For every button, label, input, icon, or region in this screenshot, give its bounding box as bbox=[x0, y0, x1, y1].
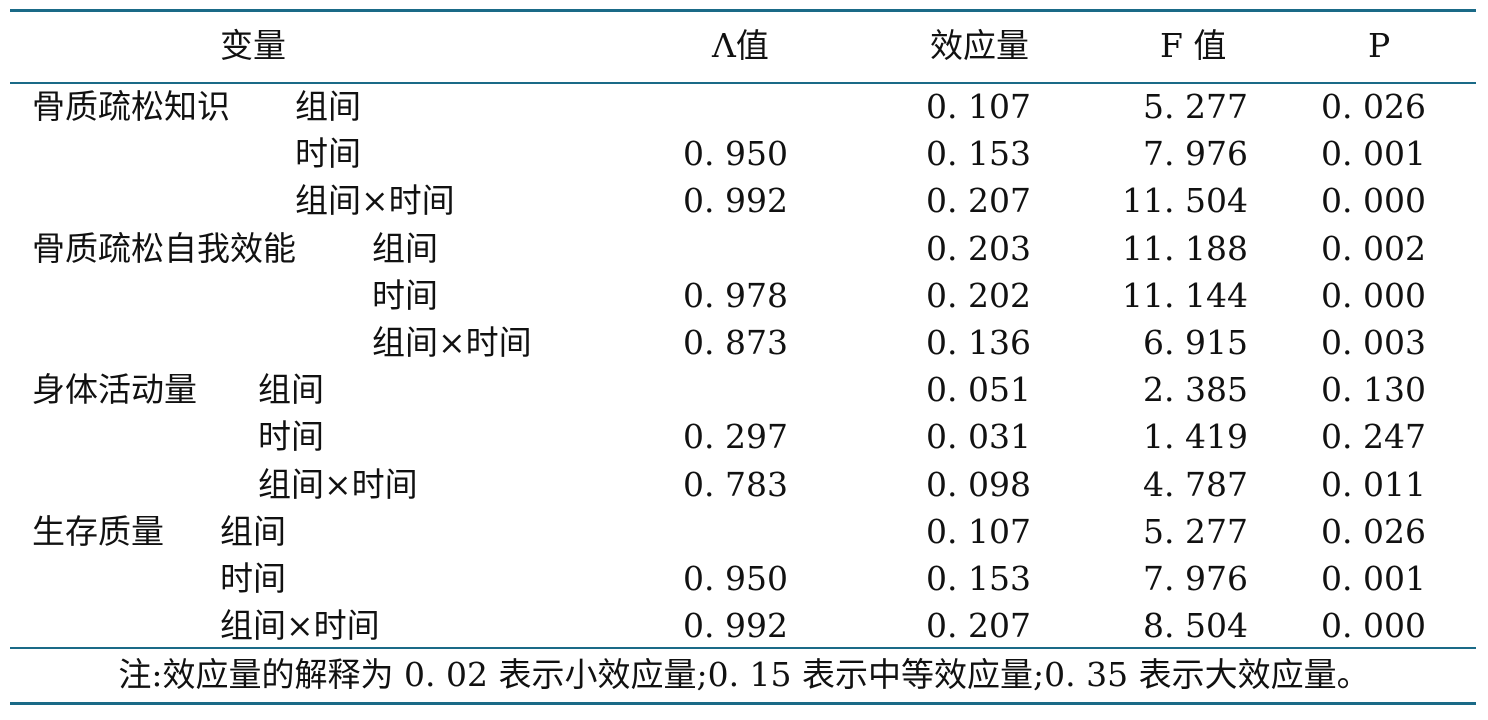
lambda-cell: 0. 297 bbox=[683, 417, 788, 456]
f-value-cell: 7. 976 bbox=[1143, 134, 1248, 173]
f-value-cell: 11. 144 bbox=[1122, 276, 1248, 315]
note-bottom-rule bbox=[10, 702, 1476, 705]
p-value-cell: 0. 000 bbox=[1321, 181, 1426, 220]
f-value-cell: 5. 277 bbox=[1143, 512, 1248, 551]
lambda-cell: 0. 992 bbox=[683, 181, 788, 220]
effect-size-cell: 0. 202 bbox=[926, 276, 1031, 315]
f-value-cell: 7. 976 bbox=[1143, 559, 1248, 598]
row-label: 组间×时间 bbox=[258, 465, 418, 504]
f-value-cell: 4. 787 bbox=[1143, 465, 1248, 504]
row-label: 时间 bbox=[295, 134, 361, 173]
p-value-cell: 0. 000 bbox=[1321, 276, 1426, 315]
table-note: 注:效应量的解释为 0. 02 表示小效应量;0. 15 表示中等效应量;0. … bbox=[118, 655, 1370, 694]
f-value-cell: 11. 188 bbox=[1122, 229, 1248, 268]
effect-size-cell: 0. 107 bbox=[926, 87, 1031, 126]
lambda-cell: 0. 783 bbox=[683, 465, 788, 504]
effect-size-cell: 0. 153 bbox=[926, 134, 1031, 173]
header-variable: 变量 bbox=[220, 26, 286, 65]
effect-size-cell: 0. 136 bbox=[926, 323, 1031, 362]
row-label: 时间 bbox=[258, 417, 324, 456]
effect-size-cell: 0. 031 bbox=[926, 417, 1031, 456]
lambda-cell: 0. 950 bbox=[683, 134, 788, 173]
effect-size-cell: 0. 203 bbox=[926, 229, 1031, 268]
f-value-cell: 2. 385 bbox=[1143, 370, 1248, 409]
p-value-cell: 0. 002 bbox=[1321, 229, 1426, 268]
lambda-cell: 0. 978 bbox=[683, 276, 788, 315]
effect-size-cell: 0. 051 bbox=[926, 370, 1031, 409]
group-name: 骨质疏松知识 bbox=[32, 87, 230, 126]
p-value-cell: 0. 130 bbox=[1321, 370, 1426, 409]
row-label: 组间 bbox=[372, 229, 438, 268]
row-label: 组间×时间 bbox=[220, 606, 380, 645]
row-label: 组间 bbox=[258, 370, 324, 409]
lambda-cell: 0. 950 bbox=[683, 559, 788, 598]
p-value-cell: 0. 001 bbox=[1321, 559, 1426, 598]
header-lambda: Λ值 bbox=[712, 26, 769, 65]
p-value-cell: 0. 011 bbox=[1321, 465, 1426, 504]
header-f-value: F 值 bbox=[1160, 26, 1227, 65]
row-label: 时间 bbox=[220, 559, 286, 598]
f-value-cell: 8. 504 bbox=[1143, 606, 1248, 645]
header-divider-rule bbox=[10, 82, 1476, 84]
group-name: 生存质量 bbox=[32, 512, 164, 551]
effect-size-cell: 0. 207 bbox=[926, 181, 1031, 220]
table-top-rule bbox=[10, 9, 1476, 12]
p-value-cell: 0. 001 bbox=[1321, 134, 1426, 173]
group-name: 骨质疏松自我效能 bbox=[32, 229, 296, 268]
row-label: 组间×时间 bbox=[372, 323, 532, 362]
row-label: 组间×时间 bbox=[295, 181, 455, 220]
effect-size-cell: 0. 153 bbox=[926, 559, 1031, 598]
p-value-cell: 0. 000 bbox=[1321, 606, 1426, 645]
header-p-value: P bbox=[1368, 26, 1391, 65]
header-effect-size: 效应量 bbox=[930, 26, 1029, 65]
table-bottom-rule bbox=[10, 647, 1476, 649]
f-value-cell: 11. 504 bbox=[1122, 181, 1248, 220]
lambda-cell: 0. 873 bbox=[683, 323, 788, 362]
group-name: 身体活动量 bbox=[32, 370, 197, 409]
p-value-cell: 0. 026 bbox=[1321, 512, 1426, 551]
p-value-cell: 0. 026 bbox=[1321, 87, 1426, 126]
effect-size-cell: 0. 098 bbox=[926, 465, 1031, 504]
effect-size-cell: 0. 207 bbox=[926, 606, 1031, 645]
lambda-cell: 0. 992 bbox=[683, 606, 788, 645]
row-label: 时间 bbox=[372, 276, 438, 315]
effect-size-cell: 0. 107 bbox=[926, 512, 1031, 551]
f-value-cell: 6. 915 bbox=[1143, 323, 1248, 362]
p-value-cell: 0. 247 bbox=[1321, 417, 1426, 456]
row-label: 组间 bbox=[295, 87, 361, 126]
row-label: 组间 bbox=[220, 512, 286, 551]
f-value-cell: 5. 277 bbox=[1143, 87, 1248, 126]
p-value-cell: 0. 003 bbox=[1321, 323, 1426, 362]
f-value-cell: 1. 419 bbox=[1143, 417, 1248, 456]
